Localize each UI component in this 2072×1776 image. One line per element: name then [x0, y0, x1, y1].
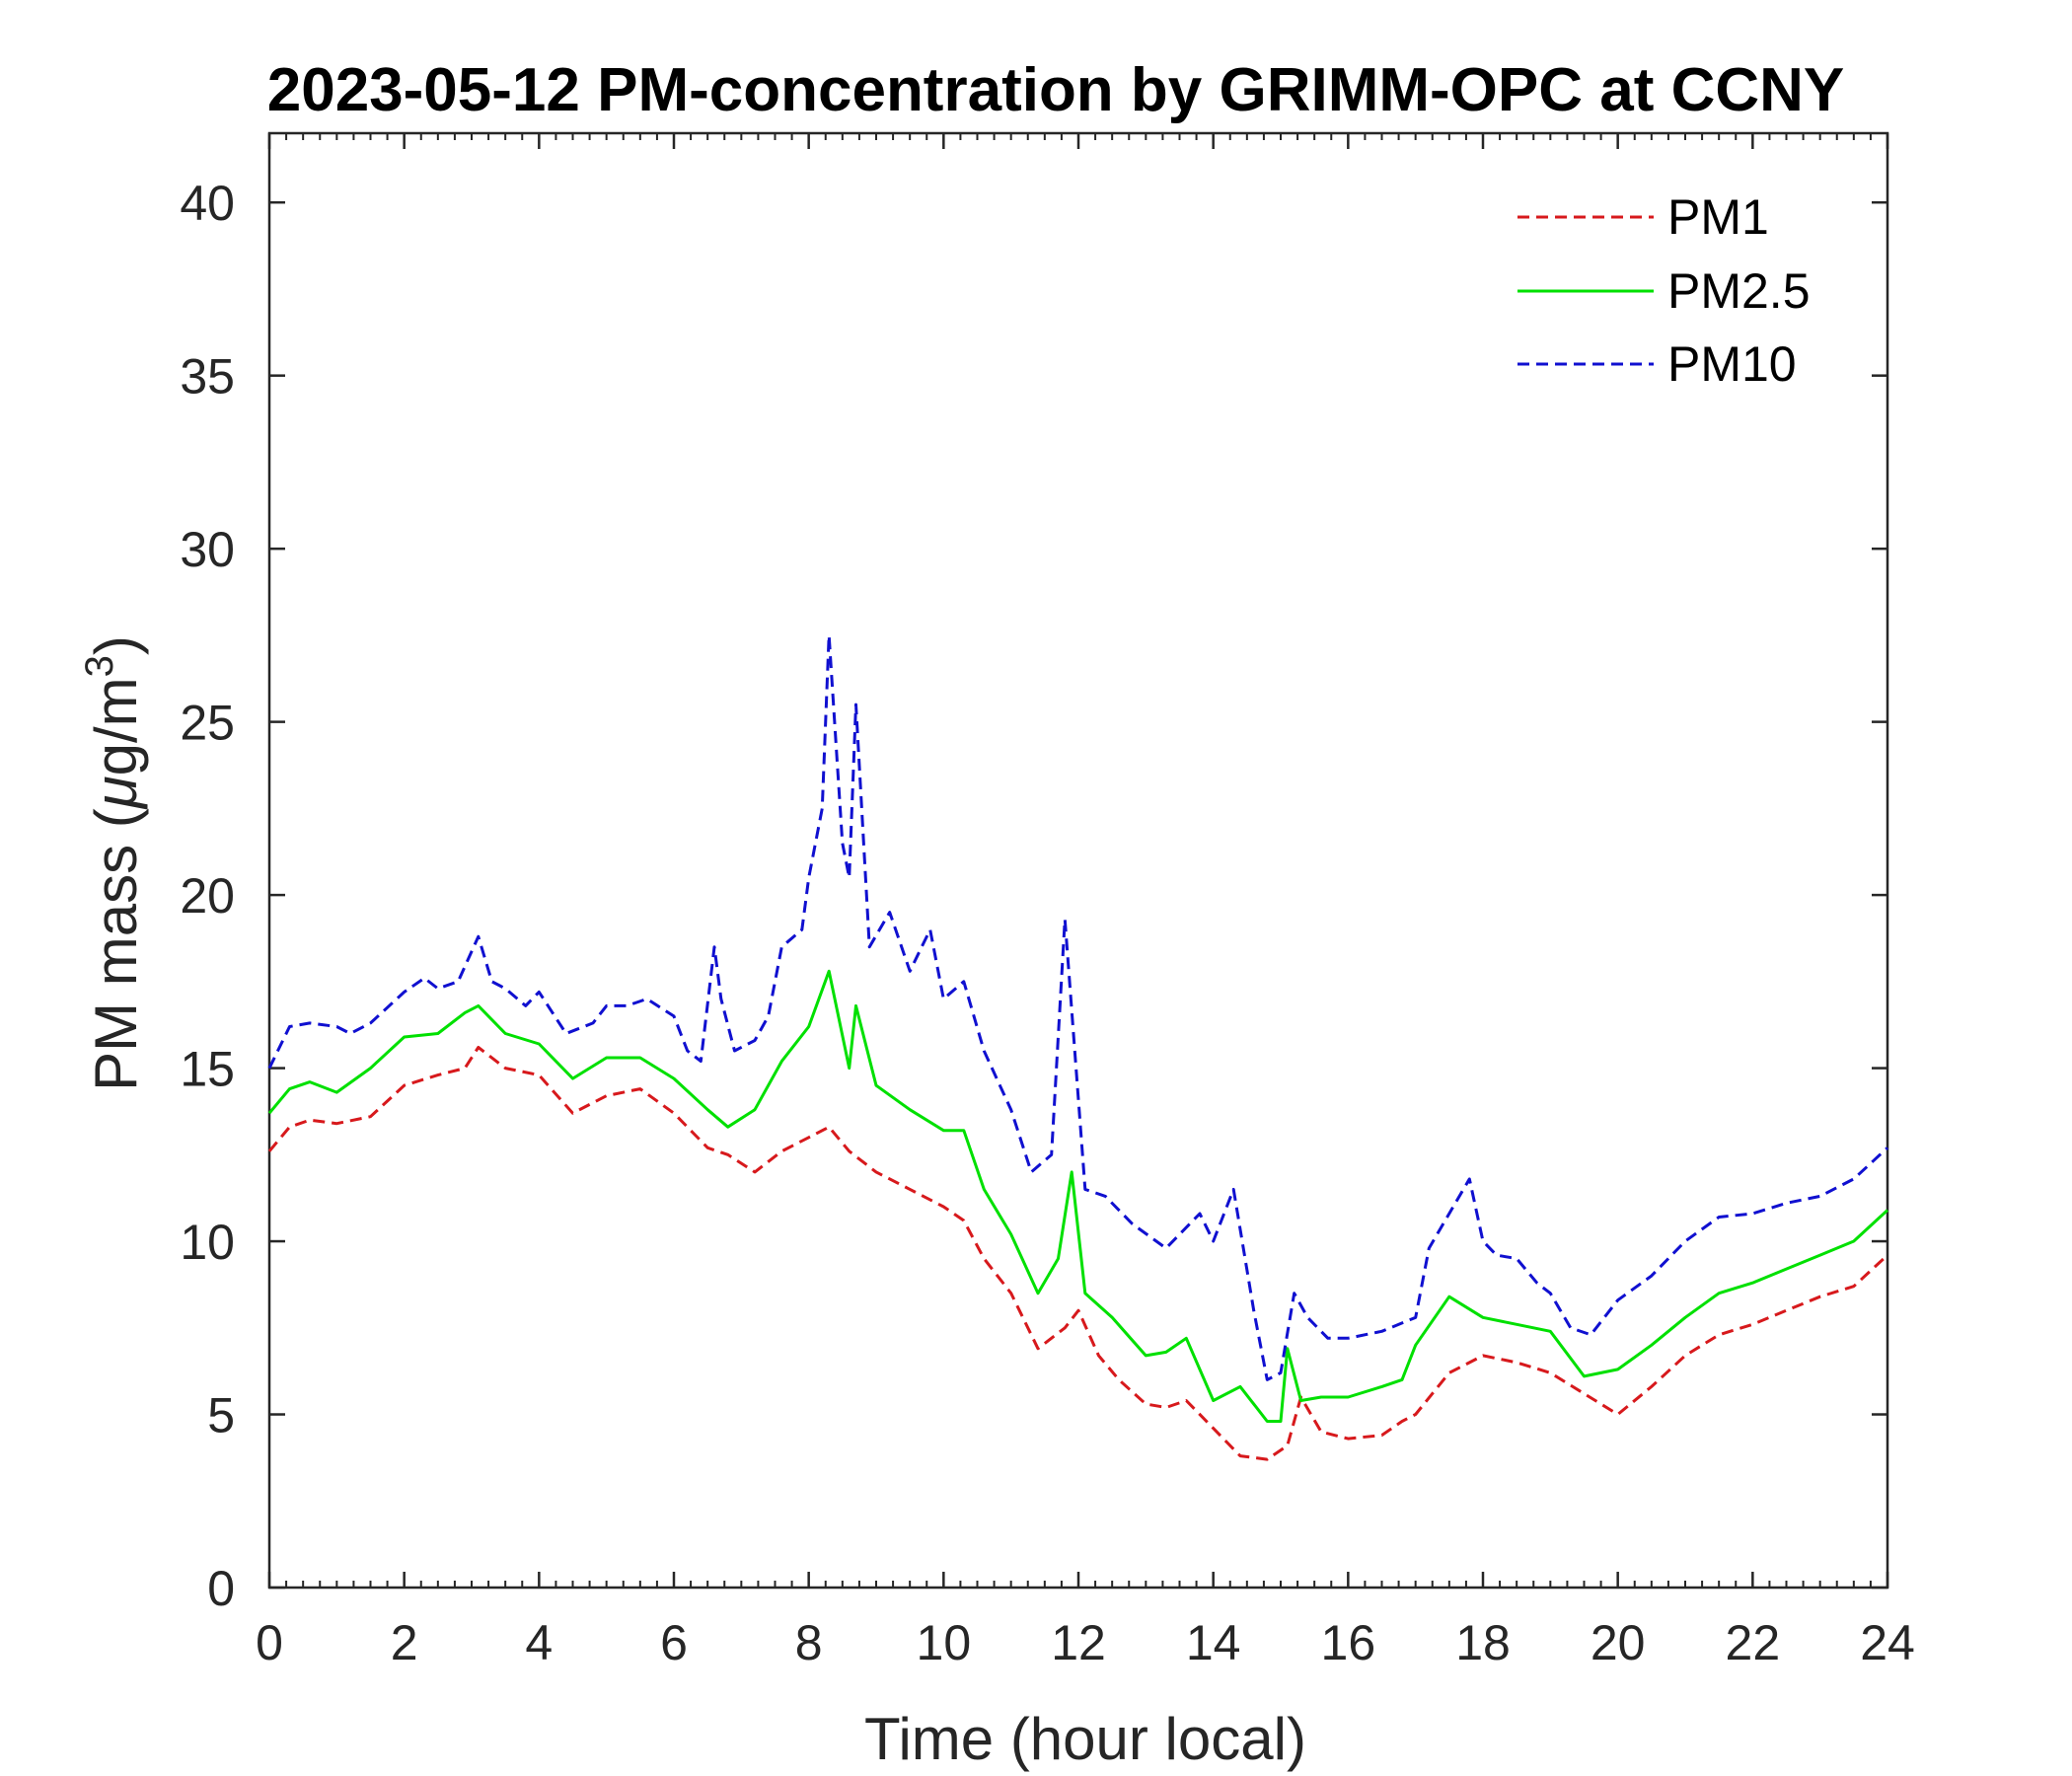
y-tick-label: 25 — [180, 696, 235, 751]
legend-label-pm1: PM1 — [1667, 189, 1769, 245]
y-axis-label-close: ) — [83, 635, 149, 655]
x-tick-label: 16 — [1321, 1615, 1376, 1670]
x-tick-label: 18 — [1455, 1615, 1511, 1670]
plot-area — [267, 131, 1889, 1590]
x-tick-label: 0 — [256, 1615, 283, 1670]
series-line-pm1 — [267, 1046, 1889, 1461]
legend: PM1 PM2.5 PM10 — [1517, 189, 1811, 392]
y-tick-label: 20 — [180, 868, 235, 924]
legend-label-pm10: PM10 — [1667, 336, 1797, 392]
y-axis-label-mu: μ — [83, 776, 149, 810]
x-tick-label: 14 — [1186, 1615, 1241, 1670]
legend-label-pm25: PM2.5 — [1667, 263, 1811, 319]
y-axis-label-exp: 3 — [78, 655, 121, 677]
y-tick-label: 15 — [180, 1042, 235, 1097]
x-axis-label: Time (hour local) — [864, 1706, 1306, 1772]
chart-title: 2023-05-12 PM-concentration by GRIMM-OPC… — [267, 56, 1845, 124]
series-line-pm10 — [267, 633, 1889, 1381]
x-tick-label: 2 — [391, 1615, 418, 1670]
x-tick-label: 12 — [1051, 1615, 1106, 1670]
y-tick-label: 30 — [180, 522, 235, 577]
y-axis-label-main: PM mass ( — [83, 808, 149, 1091]
y-tick-label: 35 — [180, 349, 235, 405]
axis-ticks — [267, 133, 1889, 1590]
x-tick-label: 24 — [1860, 1615, 1915, 1670]
y-tick-label: 40 — [180, 176, 235, 231]
series-line-pm25 — [267, 969, 1889, 1423]
y-tick-label: 0 — [207, 1561, 235, 1616]
x-tick-label: 22 — [1726, 1615, 1781, 1670]
x-tick-label: 10 — [917, 1615, 972, 1670]
series-lines — [267, 633, 1889, 1461]
y-tick-label: 10 — [180, 1215, 235, 1270]
x-tick-label: 4 — [525, 1615, 553, 1670]
y-axis-label-unit: g/m — [83, 677, 149, 776]
axes-box — [267, 131, 1889, 1590]
x-tick-label: 6 — [660, 1615, 688, 1670]
x-tick-label: 8 — [795, 1615, 823, 1670]
y-tick-label: 5 — [207, 1388, 235, 1443]
x-tick-label: 20 — [1591, 1615, 1646, 1670]
y-axis-label: PM mass (μg/m3) — [78, 635, 149, 1091]
